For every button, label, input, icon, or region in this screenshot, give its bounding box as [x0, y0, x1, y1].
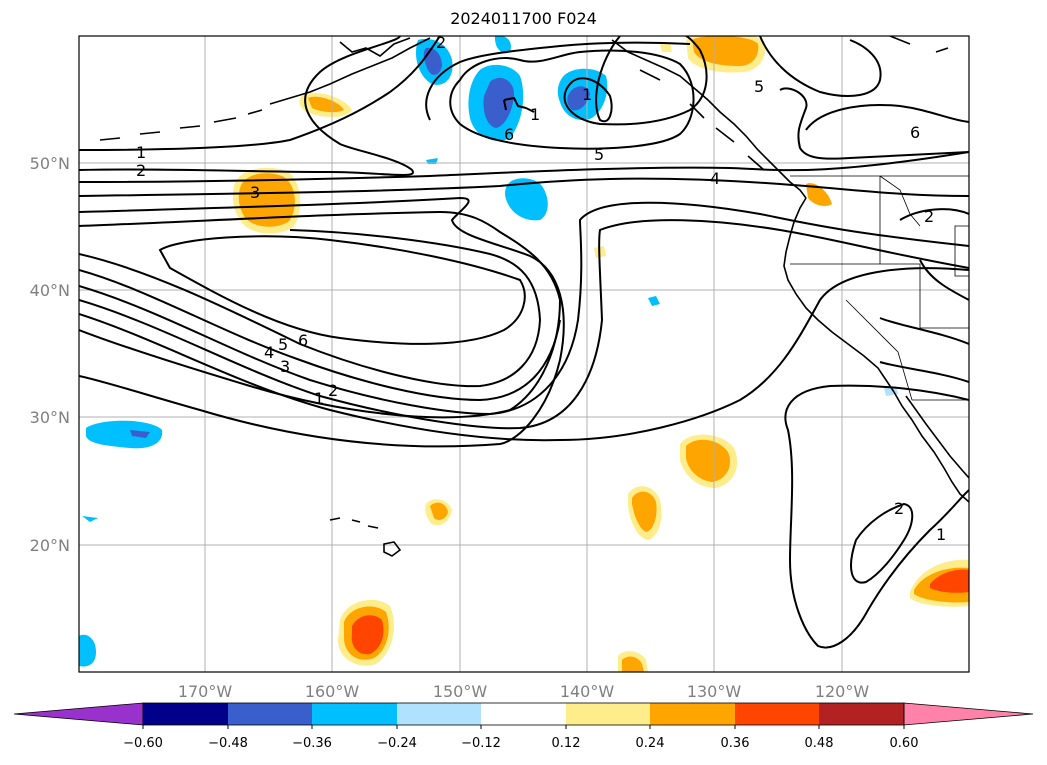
lon-label: 150°W	[433, 682, 488, 701]
lon-label: 120°W	[815, 682, 870, 701]
longitude-labels: 170°W 160°W 150°W 140°W 130°W 120°W	[178, 682, 870, 701]
positive-anomaly	[692, 36, 759, 66]
contour-label: 1	[936, 525, 946, 544]
colorbar-tick-label: −0.24	[377, 736, 417, 751]
colorbar-extend-high	[903, 702, 1034, 726]
colorbar-tick-label: −0.36	[292, 736, 332, 751]
contour-label: 2	[894, 499, 904, 518]
colorbar-bin	[566, 703, 650, 725]
contour-label: 2	[924, 207, 934, 226]
negative-anomaly	[505, 178, 548, 221]
contour-label: 6	[504, 125, 514, 144]
colorbar-tick-label: 0.36	[721, 736, 750, 751]
colorbar-bin	[143, 703, 228, 725]
positive-anomaly	[430, 502, 448, 520]
colorbar: −0.60 −0.48 −0.36 −0.24 −0.12 0.12 0.24 …	[13, 702, 1034, 751]
positive-anomaly	[686, 439, 731, 482]
contour-label: 2	[136, 161, 146, 180]
contour-lines	[79, 36, 969, 649]
colorbar-tick-label: 0.60	[890, 736, 919, 751]
figure-title: 2024011700 F024	[450, 9, 597, 28]
contour-label: 6	[910, 123, 920, 142]
negative-anomaly	[483, 77, 514, 128]
lon-label: 170°W	[178, 682, 233, 701]
colorbar-bin	[397, 703, 481, 725]
contour-labels: 1 2 3 4 5 6 5 4 3 2 1 1 2 6 5 1 4 6 2 6 …	[136, 33, 946, 544]
colorbar-tick-label: 0.12	[552, 736, 581, 751]
colorbar-tick-label: −0.12	[461, 736, 501, 751]
negative-anomaly	[86, 420, 163, 449]
contour-label: 6	[298, 331, 308, 350]
lon-label: 130°W	[687, 682, 742, 701]
positive-anomaly	[238, 173, 295, 227]
colorbar-bin	[735, 703, 819, 725]
lat-label: 20°N	[30, 536, 70, 555]
contour-label: 5	[594, 145, 604, 164]
colorbar-tick-label: −0.60	[123, 736, 163, 751]
lon-label: 160°W	[305, 682, 360, 701]
positive-anomaly	[622, 656, 644, 672]
latitude-labels: 50°N 40°N 30°N 20°N	[30, 154, 70, 555]
contour-label: 4	[264, 343, 274, 362]
negative-anomaly	[567, 86, 590, 111]
contour-label: 1	[314, 389, 324, 408]
colorbar-bin	[819, 703, 904, 725]
negative-anomaly	[130, 430, 150, 438]
contour-label: 2	[328, 381, 338, 400]
positive-anomaly	[308, 96, 344, 113]
colorbar-tick-label: 0.24	[636, 736, 665, 751]
positive-anomaly	[806, 183, 832, 206]
contour-label: 3	[280, 357, 290, 376]
positive-anomaly	[660, 42, 672, 52]
map-background	[79, 36, 969, 672]
coastlines	[99, 36, 969, 557]
contour-label: 2	[436, 33, 446, 52]
colorbar-bin	[481, 703, 566, 725]
positive-anomaly	[632, 491, 657, 532]
shaded-anomalies	[79, 36, 969, 672]
colorbar-extend-low	[13, 702, 144, 726]
contour-label: 5	[278, 335, 288, 354]
colorbar-tick-label: 0.48	[805, 736, 834, 751]
positive-anomaly	[351, 615, 384, 655]
negative-anomaly	[494, 36, 511, 54]
contour-label: 5	[754, 77, 764, 96]
lat-label: 40°N	[30, 281, 70, 300]
lon-label: 140°W	[560, 682, 615, 701]
colorbar-bin	[228, 703, 312, 725]
negative-anomaly	[82, 516, 98, 522]
colorbar-bin	[312, 703, 397, 725]
contour-label: 1	[530, 105, 540, 124]
contour-label: 1	[136, 143, 146, 162]
negative-anomaly	[79, 634, 96, 667]
positive-anomaly	[930, 569, 969, 593]
colorbar-bin	[650, 703, 735, 725]
map-frame	[78, 35, 970, 673]
contour-label: 3	[250, 183, 260, 202]
lat-label: 30°N	[30, 408, 70, 427]
negative-anomaly	[648, 296, 660, 306]
lat-label: 50°N	[30, 154, 70, 173]
colorbar-tick-label: −0.48	[208, 736, 248, 751]
contour-label: 4	[710, 169, 720, 188]
contour-label: 1	[582, 85, 592, 104]
